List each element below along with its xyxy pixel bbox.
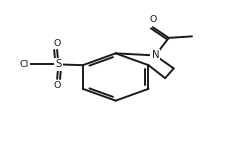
Text: N: N: [152, 51, 159, 60]
Text: O: O: [149, 15, 156, 24]
Text: O: O: [53, 39, 61, 48]
Text: S: S: [55, 59, 62, 69]
Text: O: O: [53, 81, 61, 90]
Text: Cl: Cl: [20, 60, 29, 69]
